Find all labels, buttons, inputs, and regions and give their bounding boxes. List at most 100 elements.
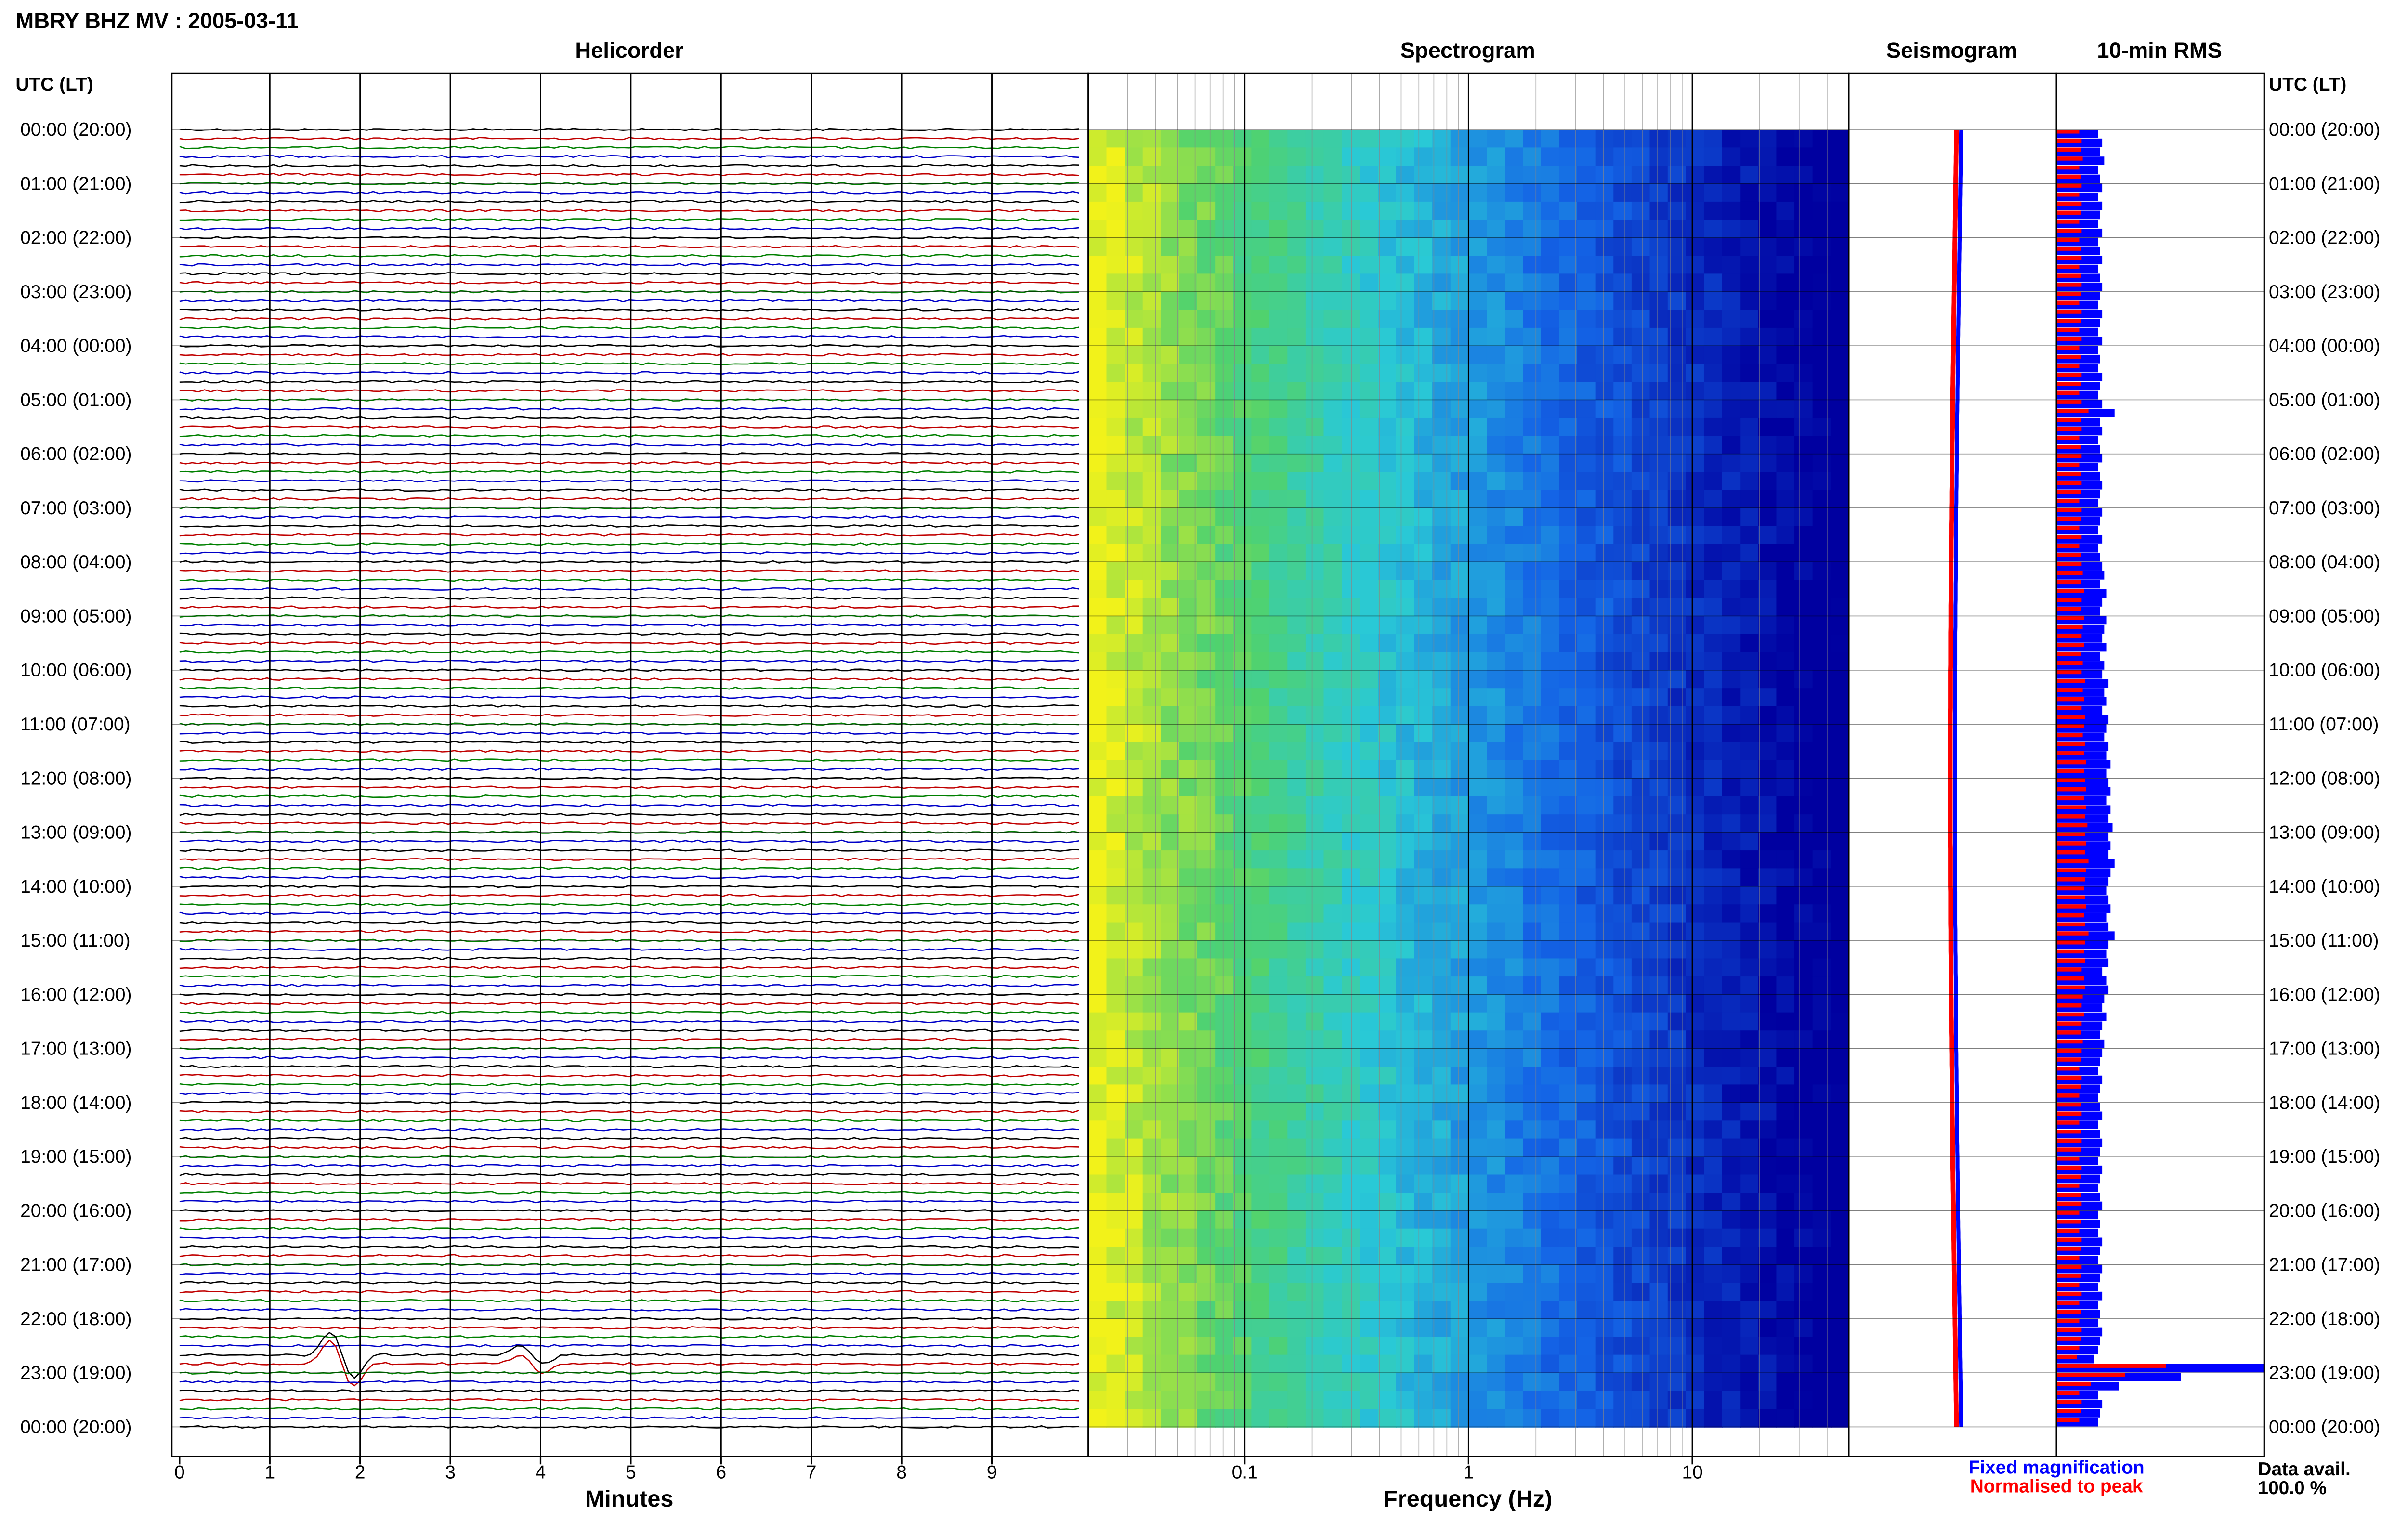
spectrogram-cell	[1703, 436, 1723, 455]
spectrogram-cell	[1468, 1103, 1488, 1121]
rms-bar-normalised	[2056, 382, 2081, 386]
spectrogram-cell	[1323, 1409, 1343, 1428]
spectrogram-cell	[1088, 580, 1107, 599]
spectrogram-cell	[1831, 688, 1850, 707]
rms-bar-normalised	[2056, 1039, 2083, 1044]
spectrogram-cell	[1595, 832, 1614, 851]
spectrogram-cell	[1323, 1319, 1343, 1338]
spectrogram-cell	[1613, 706, 1633, 725]
spectrogram-cell	[1505, 742, 1524, 761]
spectrogram-cell	[1523, 310, 1542, 328]
spectrogram-cell	[1686, 904, 1705, 923]
helicorder-trace	[179, 596, 1079, 600]
spectrogram-cell	[1088, 1138, 1107, 1158]
spectrogram-cell	[1269, 886, 1288, 905]
spectrogram-cell	[1233, 706, 1252, 725]
spectrogram-cell	[1287, 868, 1307, 887]
spectrogram-cell	[1505, 1337, 1524, 1355]
spectrogram-cell	[1215, 886, 1234, 905]
spectrogram-cell	[1197, 562, 1216, 581]
spectrogram-cell	[1360, 1048, 1379, 1067]
spectrogram-cell	[1197, 436, 1216, 455]
spectrogram-cell	[1432, 1319, 1452, 1338]
spectrogram-cell	[1305, 652, 1324, 671]
spectrogram-cell	[1215, 183, 1234, 202]
spectrogram-cell	[1758, 237, 1777, 257]
spectrogram-cell	[1505, 1228, 1524, 1248]
spectrogram-cell	[1831, 850, 1850, 869]
spectrogram-cell	[1106, 940, 1125, 959]
spectrogram-cell	[1432, 1283, 1452, 1301]
spectrogram-cell	[1776, 1228, 1795, 1248]
spectrogram-cell	[1758, 1409, 1777, 1428]
spectrogram-cell	[1613, 1103, 1633, 1121]
helicorder-trace	[179, 1416, 1079, 1420]
helicorder-trace	[179, 1407, 1079, 1411]
spectrogram-cell	[1378, 490, 1397, 509]
spectrogram-cell	[1323, 147, 1343, 166]
spectrogram-cell	[1505, 1264, 1524, 1284]
spectrogram-cell	[1432, 742, 1452, 761]
helicorder-trace	[179, 659, 1079, 663]
spectrogram-cell	[1269, 310, 1288, 328]
spectrogram-cell	[1142, 1103, 1162, 1121]
spectrogram-cell	[1378, 1030, 1397, 1049]
spectrogram-cell	[1106, 904, 1125, 923]
spectrogram-cell	[1342, 147, 1361, 166]
spectrogram-cell	[1577, 454, 1596, 473]
spectrogram-cell	[1523, 616, 1542, 635]
spectrogram-cell	[1740, 508, 1759, 527]
spectrogram-cell	[1233, 958, 1252, 977]
spectrogram-cell	[1414, 147, 1433, 166]
spectrogram-cell	[1649, 670, 1669, 689]
spectrogram-cell	[1305, 310, 1324, 328]
spectrogram-cell	[1722, 273, 1741, 292]
spectrogram-cell	[1740, 544, 1759, 563]
spectrogram-cell	[1251, 1120, 1270, 1139]
spectrogram-cell	[1142, 1067, 1162, 1085]
spectrogram-cell	[1812, 886, 1832, 905]
spectrogram-cell	[1631, 652, 1650, 671]
spectrogram-cell	[1378, 994, 1397, 1013]
helicorder-trace	[179, 227, 1079, 231]
hour-label-right: 10:00 (06:00)	[2269, 660, 2380, 681]
spectrogram-cell	[1812, 147, 1832, 166]
spectrogram-cell	[1776, 976, 1795, 995]
spectrogram-cell	[1613, 273, 1633, 292]
spectrogram-cell	[1523, 454, 1542, 473]
spectrogram-cell	[1215, 454, 1234, 473]
spectrogram-cell	[1305, 382, 1324, 401]
hour-label-left: 23:00 (19:00)	[20, 1363, 131, 1383]
spectrogram-cell	[1323, 652, 1343, 671]
spectrogram-cell	[1088, 1084, 1107, 1104]
spectrogram-cell	[1686, 256, 1705, 274]
spectrogram-cell	[1432, 1084, 1452, 1104]
spectrogram-cell	[1722, 130, 1741, 148]
spectrogram-cell	[1758, 166, 1777, 184]
spectrogram-cell	[1215, 580, 1234, 599]
spectrogram-cell	[1541, 904, 1560, 923]
spectrogram-cell	[1342, 1301, 1361, 1320]
spectrogram-cell	[1378, 580, 1397, 599]
spectrogram-cell	[1197, 508, 1216, 527]
spectrogram-cell	[1396, 616, 1415, 635]
helicorder-trace	[179, 371, 1079, 375]
spectrogram-cell	[1287, 1174, 1307, 1194]
spectrogram-cell	[1088, 796, 1107, 815]
hour-label-left: 21:00 (17:00)	[20, 1255, 131, 1275]
spectrogram-cell	[1468, 1174, 1488, 1194]
spectrogram-cell	[1161, 1030, 1180, 1049]
spectrogram-cell	[1541, 1120, 1560, 1139]
spectrogram-cell	[1106, 256, 1125, 274]
spectrogram-cell	[1287, 237, 1307, 257]
data-avail-label: Data avail.	[2258, 1459, 2350, 1480]
spectrogram-cell	[1106, 237, 1125, 257]
spectrogram-cell	[1541, 454, 1560, 473]
spectrogram-cell	[1776, 814, 1795, 833]
spectrogram-cell	[1342, 130, 1361, 148]
spectrogram-cell	[1703, 256, 1723, 274]
spectrogram-cell	[1396, 490, 1415, 509]
spectrogram-cell	[1088, 742, 1107, 761]
spectrogram-cell	[1287, 1210, 1307, 1229]
spectrogram-cell	[1758, 886, 1777, 905]
